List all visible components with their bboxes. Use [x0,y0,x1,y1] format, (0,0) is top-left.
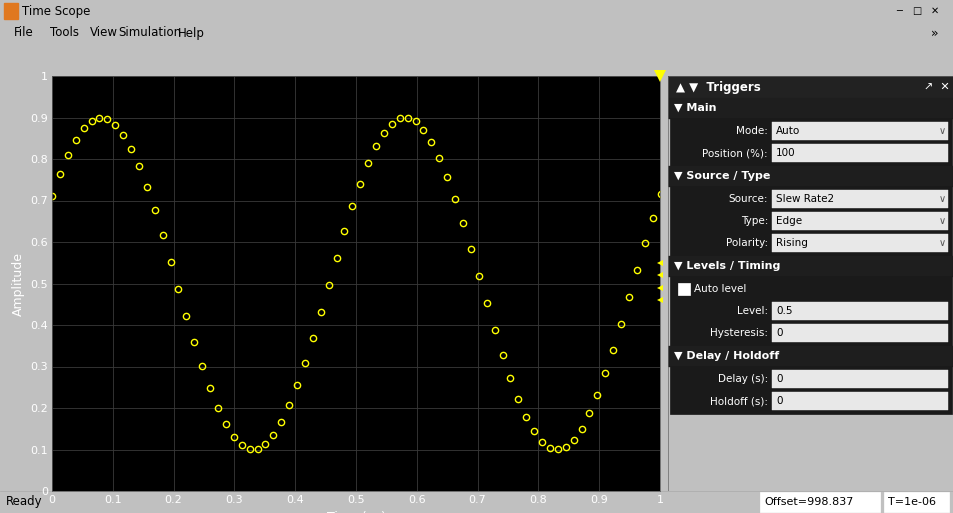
Text: ∨: ∨ [938,238,944,248]
Text: ▼ Levels / Timing: ▼ Levels / Timing [673,261,780,271]
Bar [771,392,947,410]
Text: ∨: ∨ [938,126,944,136]
Text: Source:: Source: [728,194,767,204]
Text: Mode:: Mode: [736,126,767,136]
Text: Auto level: Auto level [693,284,745,294]
Text: Rising: Rising [775,238,807,248]
Bar [771,190,947,208]
Text: Help: Help [178,27,205,40]
Text: Hysteresis:: Hysteresis: [709,328,767,338]
Text: ∨: ∨ [938,216,944,226]
Bar [4,3,18,19]
Bar [883,492,948,512]
Text: T=1e-06: T=1e-06 [887,497,935,507]
Bar [771,324,947,342]
Bar [771,212,947,230]
Text: 0.5: 0.5 [775,306,792,316]
Text: 0: 0 [775,328,781,338]
Text: Type:: Type: [740,216,767,226]
Text: ∨: ∨ [938,194,944,204]
Bar [771,144,947,162]
Bar [771,370,947,388]
Bar [667,346,953,366]
Bar [667,76,953,98]
Bar [771,122,947,140]
Text: Time Scope: Time Scope [22,5,91,17]
Text: ─: ─ [895,6,901,16]
Bar [760,492,879,512]
Text: Auto: Auto [775,126,800,136]
Text: Holdoff (s):: Holdoff (s): [709,396,767,406]
Text: ↗  ✕: ↗ ✕ [923,82,949,92]
Text: Position (%):: Position (%): [701,148,767,158]
Y-axis label: Amplitude: Amplitude [11,251,25,315]
Bar [669,118,951,166]
Text: 0: 0 [775,396,781,406]
Text: 0: 0 [775,374,781,384]
Text: ▼ Source / Type: ▼ Source / Type [673,171,770,181]
Text: Ready: Ready [6,496,43,508]
Bar [667,98,953,118]
Text: »: » [930,27,938,40]
Text: Polarity:: Polarity: [725,238,767,248]
Bar [771,302,947,320]
Bar [669,276,951,346]
Bar [667,166,953,186]
X-axis label: Time (ns): Time (ns) [326,511,385,513]
Bar [678,283,689,295]
Text: Edge: Edge [775,216,801,226]
Bar [771,234,947,252]
Text: Delay (s):: Delay (s): [717,374,767,384]
Text: File: File [14,27,33,40]
Text: Offset=998.837: Offset=998.837 [763,497,853,507]
Text: ▼ Delay / Holdoff: ▼ Delay / Holdoff [673,351,779,361]
Text: □: □ [911,6,921,16]
Text: View: View [90,27,118,40]
Text: Slew Rate2: Slew Rate2 [775,194,833,204]
Bar [669,186,951,256]
Text: Level:: Level: [736,306,767,316]
Text: ▼ Main: ▼ Main [673,103,716,113]
Bar [669,366,951,414]
Text: Simulation: Simulation [118,27,181,40]
Text: 100: 100 [775,148,795,158]
Bar [667,256,953,276]
Text: ▲ ▼  Triggers: ▲ ▼ Triggers [676,81,760,93]
Text: Tools: Tools [50,27,79,40]
Text: ✕: ✕ [930,6,938,16]
